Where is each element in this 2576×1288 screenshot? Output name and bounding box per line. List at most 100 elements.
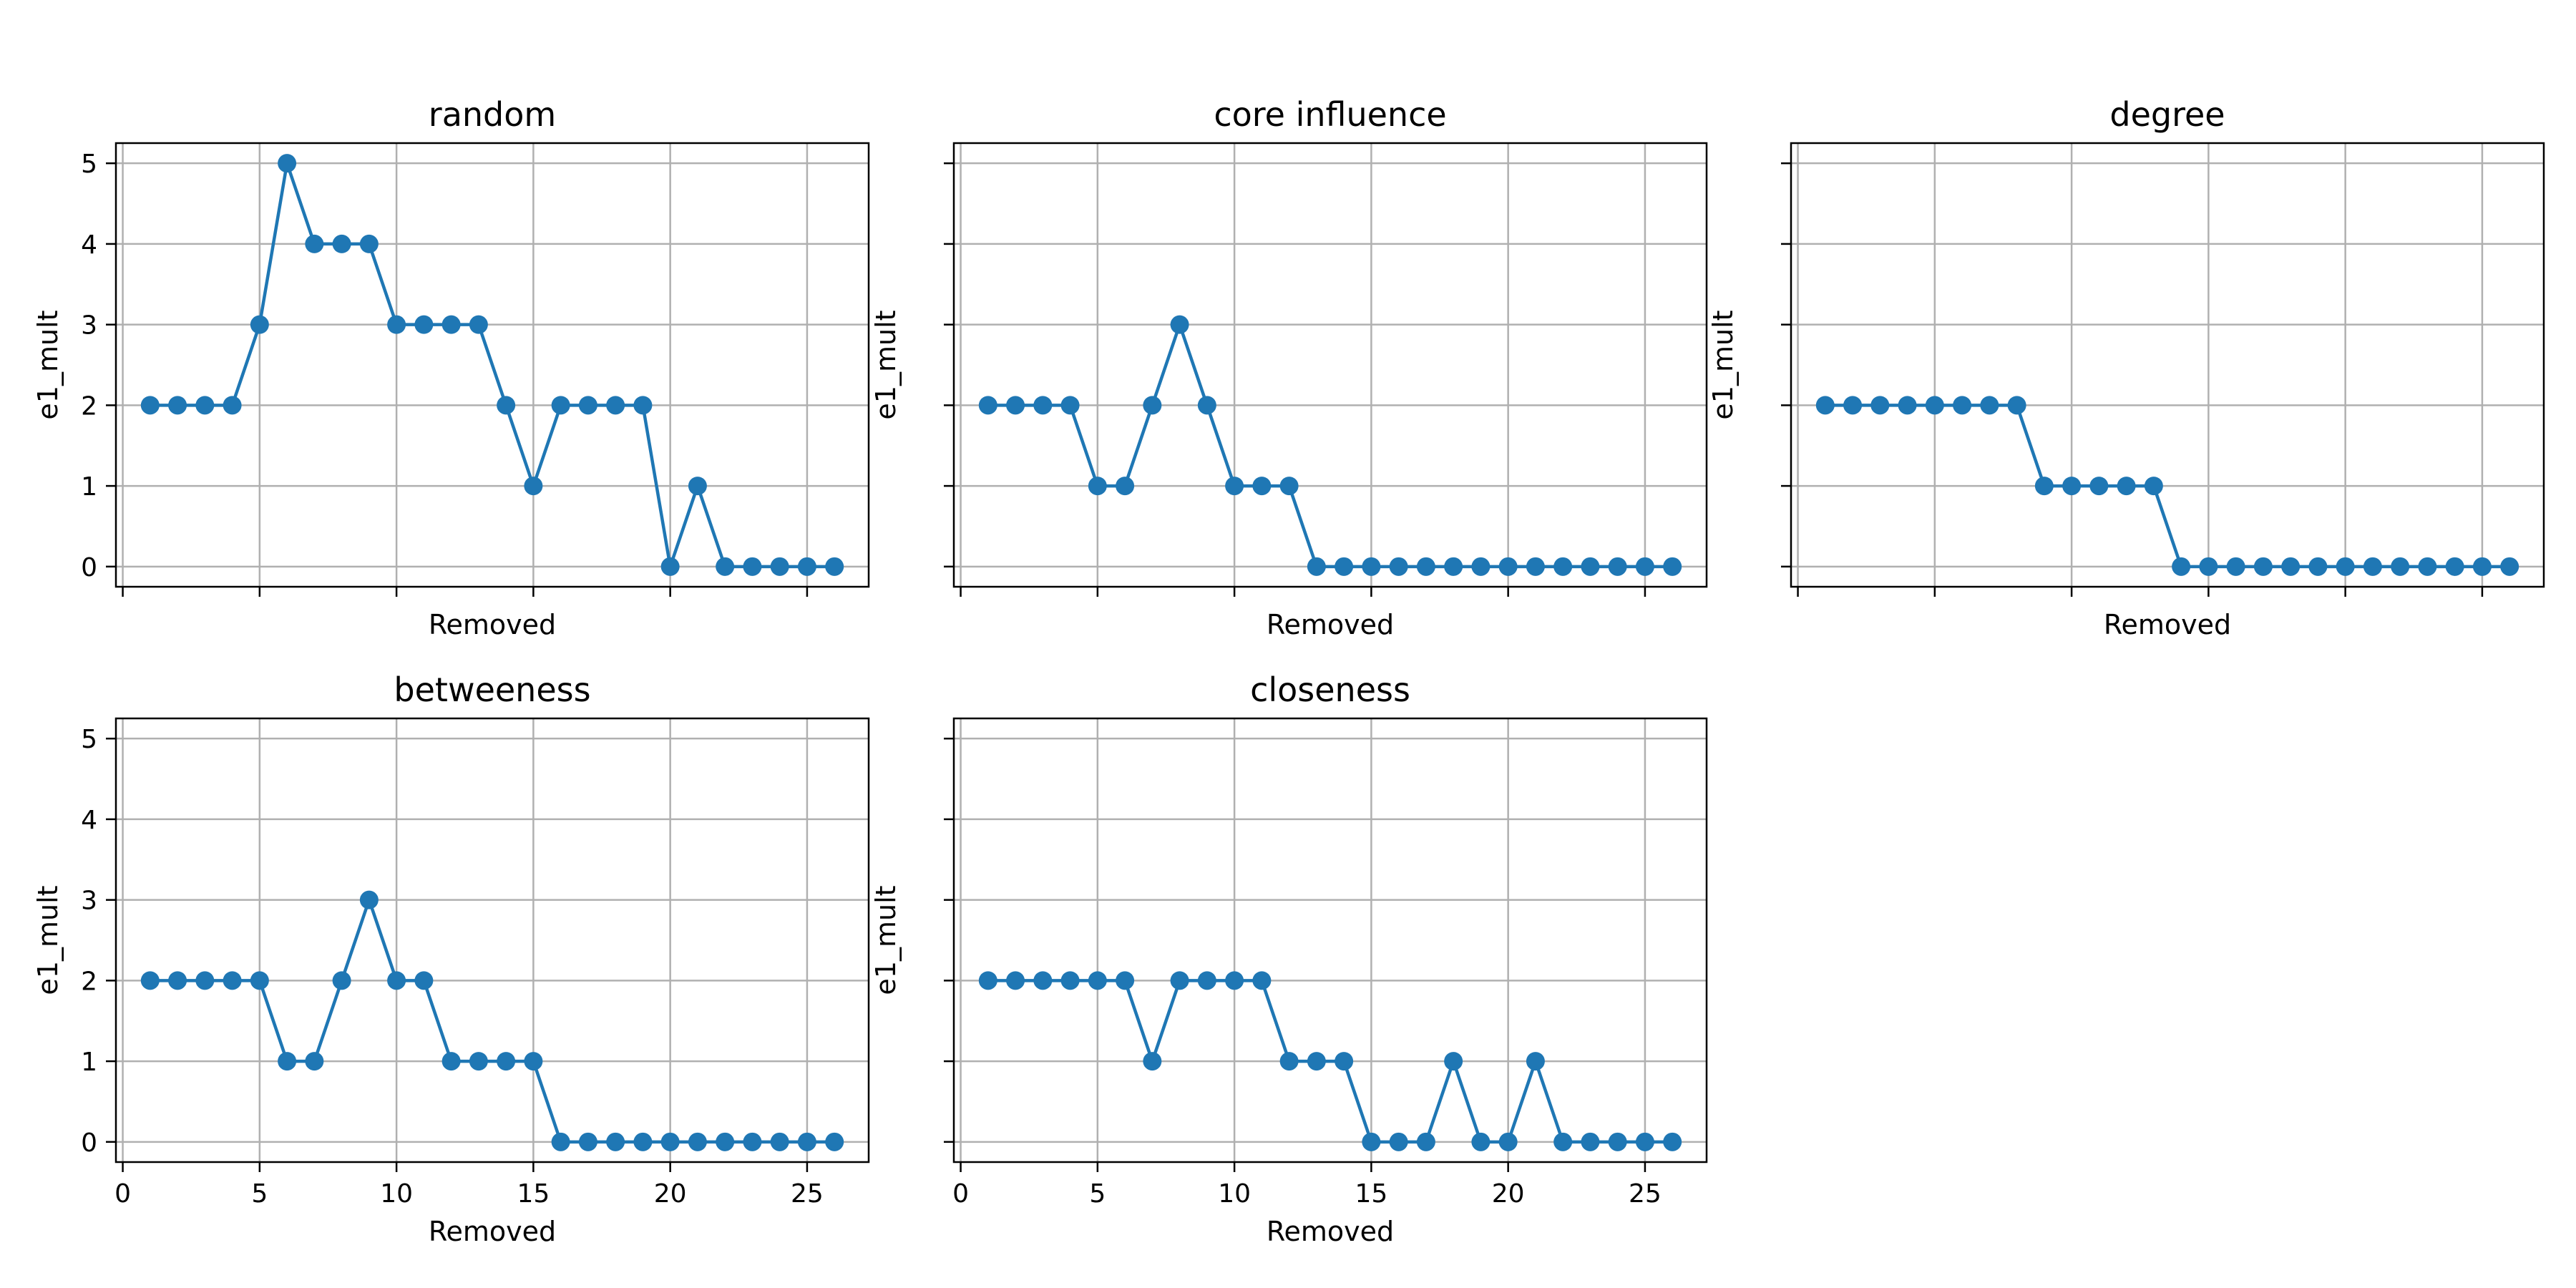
data-point bbox=[414, 971, 434, 990]
x-axis-label: Removed bbox=[2104, 609, 2231, 640]
data-point bbox=[2281, 557, 2301, 576]
x-axis-label: Removed bbox=[429, 609, 556, 640]
axes-frame bbox=[114, 717, 870, 1163]
data-point bbox=[770, 557, 789, 576]
data-point bbox=[223, 396, 242, 415]
y-axis-label: e1_mult bbox=[32, 310, 64, 419]
data-point bbox=[2336, 557, 2355, 576]
data-point bbox=[332, 234, 351, 253]
subplot-title: betweeness bbox=[394, 670, 590, 709]
data-point bbox=[606, 1132, 625, 1151]
data-point bbox=[497, 1052, 516, 1071]
data-point bbox=[497, 396, 516, 415]
y-tick-label: 3 bbox=[81, 887, 97, 916]
data-point bbox=[1635, 1132, 1654, 1151]
data-point bbox=[359, 234, 379, 253]
data-point bbox=[1553, 1132, 1573, 1151]
x-tick-label: 20 bbox=[654, 1179, 687, 1209]
axes-frame bbox=[1790, 142, 2545, 588]
y-axis-label: e1_mult bbox=[32, 885, 64, 995]
data-point bbox=[1608, 1132, 1627, 1151]
data-point bbox=[1553, 557, 1573, 576]
x-tick-label: 0 bbox=[952, 1179, 969, 1209]
subplot-4: 0 5 10 15 20 25 closeness Removed e1_mult bbox=[870, 670, 1708, 1247]
y-tick-label: 2 bbox=[81, 967, 97, 996]
data-point bbox=[524, 1052, 543, 1071]
y-axis-label: e1_mult bbox=[870, 885, 902, 995]
data-point bbox=[1843, 396, 1863, 415]
y-tick-label: 1 bbox=[81, 1048, 97, 1077]
data-point bbox=[1444, 557, 1463, 576]
data-point bbox=[2199, 557, 2218, 576]
data-point bbox=[2062, 477, 2082, 496]
data-point bbox=[1581, 1132, 1600, 1151]
data-point bbox=[1252, 971, 1272, 990]
data-point bbox=[1416, 1132, 1435, 1151]
x-tick-label: 15 bbox=[1355, 1179, 1387, 1209]
data-point bbox=[2034, 477, 2054, 496]
data-point bbox=[250, 315, 269, 334]
data-point bbox=[1335, 557, 1354, 576]
data-point bbox=[1088, 971, 1107, 990]
data-point bbox=[250, 971, 269, 990]
data-point bbox=[469, 1052, 488, 1071]
y-axis-label: e1_mult bbox=[1707, 310, 1739, 419]
y-axis-label: e1_mult bbox=[870, 310, 902, 419]
data-point bbox=[688, 477, 707, 496]
data-point bbox=[551, 396, 570, 415]
subplot-2: degree Removed e1_mult bbox=[1707, 95, 2545, 640]
data-point bbox=[1980, 396, 1999, 415]
data-point bbox=[1953, 396, 1972, 415]
x-axis-label: Removed bbox=[1267, 609, 1394, 640]
data-point bbox=[1279, 1052, 1299, 1071]
data-point bbox=[1143, 396, 1162, 415]
data-point bbox=[1663, 557, 1682, 576]
y-tick-label: 1 bbox=[81, 472, 97, 502]
data-point bbox=[278, 154, 297, 173]
data-point bbox=[524, 477, 543, 496]
data-point bbox=[978, 396, 997, 415]
data-point bbox=[1279, 477, 1299, 496]
data-point bbox=[2089, 477, 2109, 496]
data-point bbox=[1116, 971, 1135, 990]
data-point bbox=[2445, 557, 2464, 576]
subplot-title: closeness bbox=[1250, 670, 1410, 709]
data-point bbox=[1170, 315, 1189, 334]
data-point bbox=[1498, 557, 1518, 576]
series-line bbox=[150, 161, 835, 569]
x-tick-label: 5 bbox=[251, 1179, 268, 1209]
y-tick-label: 0 bbox=[81, 1128, 97, 1158]
x-tick-label: 10 bbox=[1218, 1179, 1251, 1209]
x-tick-label: 25 bbox=[791, 1179, 824, 1209]
subplot-0: 0 1 2 3 4 5 random Removed e1_mult bbox=[32, 95, 870, 640]
data-point bbox=[578, 1132, 597, 1151]
x-tick-label: 5 bbox=[1089, 1179, 1106, 1209]
data-point bbox=[716, 1132, 735, 1151]
data-point bbox=[278, 1052, 297, 1071]
data-point bbox=[1526, 1052, 1545, 1071]
data-point bbox=[1444, 1052, 1463, 1071]
data-point bbox=[797, 557, 816, 576]
data-point bbox=[660, 1132, 680, 1151]
data-point bbox=[2472, 557, 2492, 576]
data-point bbox=[387, 315, 406, 334]
data-point bbox=[1197, 971, 1216, 990]
data-point bbox=[1225, 477, 1244, 496]
y-tick-label: 4 bbox=[81, 230, 97, 260]
subplot-title: random bbox=[429, 95, 556, 134]
data-point bbox=[195, 971, 215, 990]
data-point bbox=[578, 396, 597, 415]
data-point bbox=[1870, 396, 1890, 415]
data-point bbox=[1471, 557, 1491, 576]
data-point bbox=[1389, 557, 1408, 576]
data-point bbox=[1815, 396, 1835, 415]
data-point bbox=[660, 557, 680, 576]
axes-frame bbox=[952, 717, 1708, 1163]
axes-frame bbox=[952, 142, 1708, 588]
data-point bbox=[2391, 557, 2410, 576]
data-point bbox=[195, 396, 215, 415]
data-point bbox=[1389, 1132, 1408, 1151]
data-point bbox=[797, 1132, 816, 1151]
data-point bbox=[168, 971, 187, 990]
